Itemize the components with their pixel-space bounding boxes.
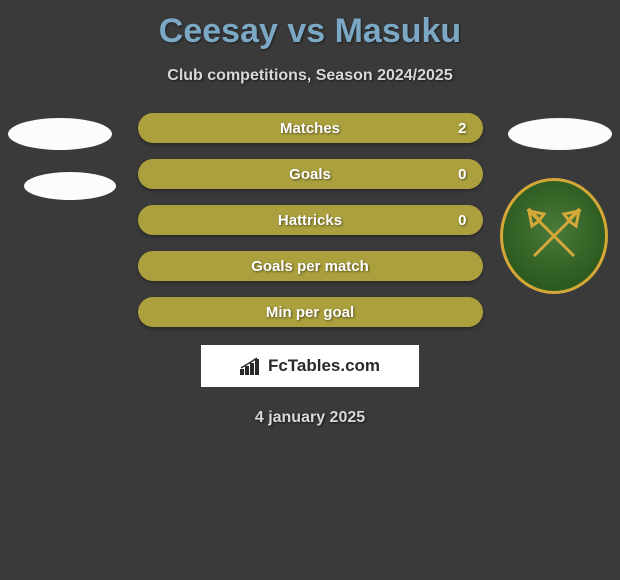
date-text: 4 january 2025 — [0, 409, 620, 427]
crossed-arrows-icon — [524, 206, 584, 266]
stat-row-matches: Matches 2 — [138, 113, 483, 143]
stat-value-right: 0 — [458, 166, 466, 183]
avatar-ellipse — [508, 118, 612, 150]
player-right-avatar — [508, 118, 612, 150]
badge-circle — [500, 178, 608, 294]
stat-row-goals: Goals 0 — [138, 159, 483, 189]
stats-container: Matches 2 Goals 0 Hattricks 0 Goals per … — [138, 113, 483, 327]
stat-value-right: 0 — [458, 212, 466, 229]
stat-label: Matches — [280, 120, 340, 137]
avatar-ellipse — [8, 118, 112, 150]
stat-label: Hattricks — [278, 212, 342, 229]
subtitle: Club competitions, Season 2024/2025 — [0, 67, 620, 85]
stat-row-min-per-goal: Min per goal — [138, 297, 483, 327]
brand-text: FcTables.com — [268, 356, 380, 376]
branding-box: FcTables.com — [201, 345, 419, 387]
stat-value-right: 2 — [458, 120, 466, 137]
stat-label: Goals per match — [251, 258, 369, 275]
club-badge — [500, 178, 608, 294]
avatar-ellipse-small — [24, 172, 116, 200]
stat-row-goals-per-match: Goals per match — [138, 251, 483, 281]
stat-label: Goals — [289, 166, 331, 183]
player-left-avatar — [8, 118, 116, 200]
chart-icon — [240, 357, 262, 375]
stat-row-hattricks: Hattricks 0 — [138, 205, 483, 235]
page-title: Ceesay vs Masuku — [0, 0, 620, 51]
stat-label: Min per goal — [266, 304, 354, 321]
